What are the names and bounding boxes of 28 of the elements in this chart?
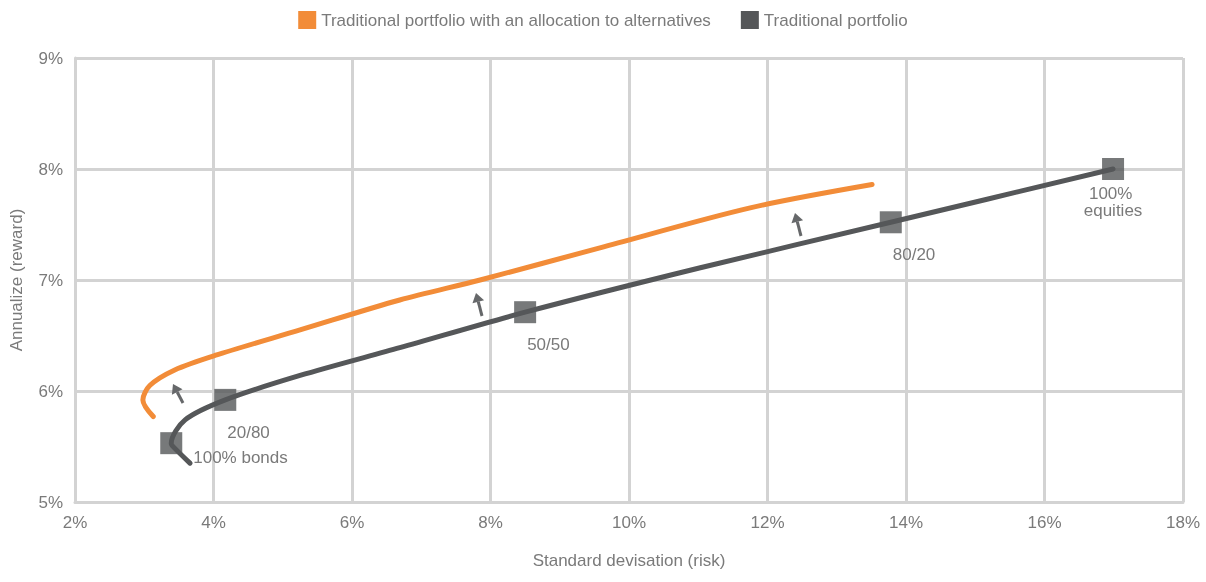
x-tick-label: 14% <box>888 513 924 532</box>
annotation: 100% equities <box>1083 184 1143 220</box>
y-tick-label: 8% <box>38 159 63 179</box>
x-tick-label: 2% <box>62 513 88 532</box>
annotation: 50/50 <box>527 335 570 355</box>
y-tick-label: 5% <box>38 492 63 512</box>
annotation: 100% bonds <box>193 448 288 468</box>
annotation: 20/80 <box>227 422 270 442</box>
y-axis-title: Annualize (reward) <box>7 208 26 352</box>
x-tick-label: 10% <box>611 513 647 532</box>
x-tick-label: 6% <box>339 513 365 532</box>
x-tick-label: 8% <box>478 513 503 532</box>
point <box>214 388 237 411</box>
x-axis-title: Standard devisation (risk) <box>532 551 726 570</box>
x-tick-label: 4% <box>201 513 226 532</box>
x-tick-label: 16% <box>1027 513 1062 532</box>
legend-label: Traditional portfolio <box>763 10 908 30</box>
point <box>514 301 537 324</box>
legend-label: Traditional portfolio with an allocation to alternatives <box>321 10 711 30</box>
x-tick-label: 12% <box>750 513 785 532</box>
y-tick-label: 6% <box>38 381 63 401</box>
y-tick-label: 7% <box>38 270 63 290</box>
x-tick-label: 18% <box>1165 513 1201 532</box>
point <box>160 432 183 455</box>
point <box>879 211 902 234</box>
point <box>1102 158 1125 180</box>
y-tick-label: 9% <box>38 48 63 68</box>
annotation: 80/20 <box>892 245 936 265</box>
